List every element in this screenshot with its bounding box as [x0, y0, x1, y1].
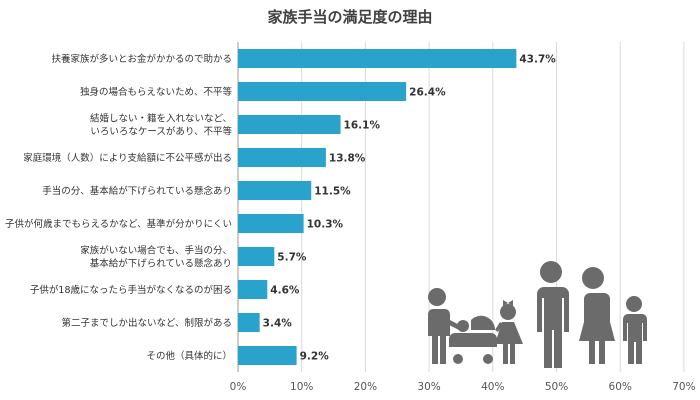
x-tick-label: 20%: [354, 381, 377, 393]
value-label: 10.3%: [307, 219, 344, 231]
category-label: 基本給が下げられている懸念あり: [90, 258, 232, 270]
value-label: 4.6%: [270, 285, 300, 297]
value-labels: 43.7% 26.4% 16.1% 13.8% 11.5% 10.3% 5.7% 4.6% 3.…: [263, 54, 557, 363]
x-tick-label: 10%: [290, 381, 313, 393]
chart-title: 家族手当の満足度の理由: [267, 8, 433, 26]
category-label: 子供が18歳になったら手当がなくなるのが困る: [30, 284, 232, 296]
value-label: 9.2%: [300, 351, 330, 363]
category-label: その他（具体的に）: [146, 350, 232, 362]
bars: [238, 49, 517, 365]
bar: [238, 346, 297, 365]
x-tick-labels: 0% 10% 20% 30% 40% 50% 60% 70%: [230, 381, 696, 393]
family-silhouette-icon: [428, 261, 647, 368]
category-label: 子供が何歳までもらえるかなど、基準が分かりにくい: [5, 218, 232, 230]
bar: [238, 49, 517, 68]
value-label: 11.5%: [314, 186, 351, 198]
category-label: 扶養家族が多いとお金がかかるので助かる: [51, 53, 232, 65]
category-label: 家庭環境（人数）により支給額に不公平感が出る: [23, 152, 232, 164]
value-label: 43.7%: [519, 54, 556, 66]
x-tick-label: 0%: [230, 381, 247, 393]
category-labels: 扶養家族が多いとお金がかかるので助かる独身の場合もらえないため、不平等結婚しない…: [5, 53, 233, 362]
x-tick-label: 60%: [609, 381, 632, 393]
bar: [238, 181, 312, 200]
category-label: 手当の分、基本給が下げられている懸念あり: [42, 185, 232, 197]
category-label: 第二子までしか出ないなど、制限がある: [61, 317, 232, 329]
x-tick-label: 30%: [417, 381, 440, 393]
value-label: 16.1%: [344, 120, 381, 132]
category-label: 家族がいない場合でも、手当の分、: [80, 245, 232, 257]
value-label: 5.7%: [277, 252, 307, 264]
x-tick-label: 50%: [545, 381, 568, 393]
value-label: 13.8%: [329, 153, 366, 165]
bar: [238, 82, 407, 101]
value-label: 3.4%: [263, 318, 293, 330]
bar: [238, 214, 304, 233]
bar: [238, 313, 260, 332]
value-label: 26.4%: [409, 87, 446, 99]
bar: [238, 247, 275, 266]
x-tick-label: 70%: [672, 381, 695, 393]
bar: [238, 115, 341, 134]
category-label: 結婚しない・籍を入れないなど、: [90, 113, 232, 125]
category-label: いろいろなケースがあり、不平等: [90, 126, 232, 138]
category-label: 独身の場合もらえないため、不平等: [80, 86, 233, 98]
bar: [238, 148, 326, 167]
bar: [238, 280, 268, 299]
x-tick-label: 40%: [481, 381, 504, 393]
